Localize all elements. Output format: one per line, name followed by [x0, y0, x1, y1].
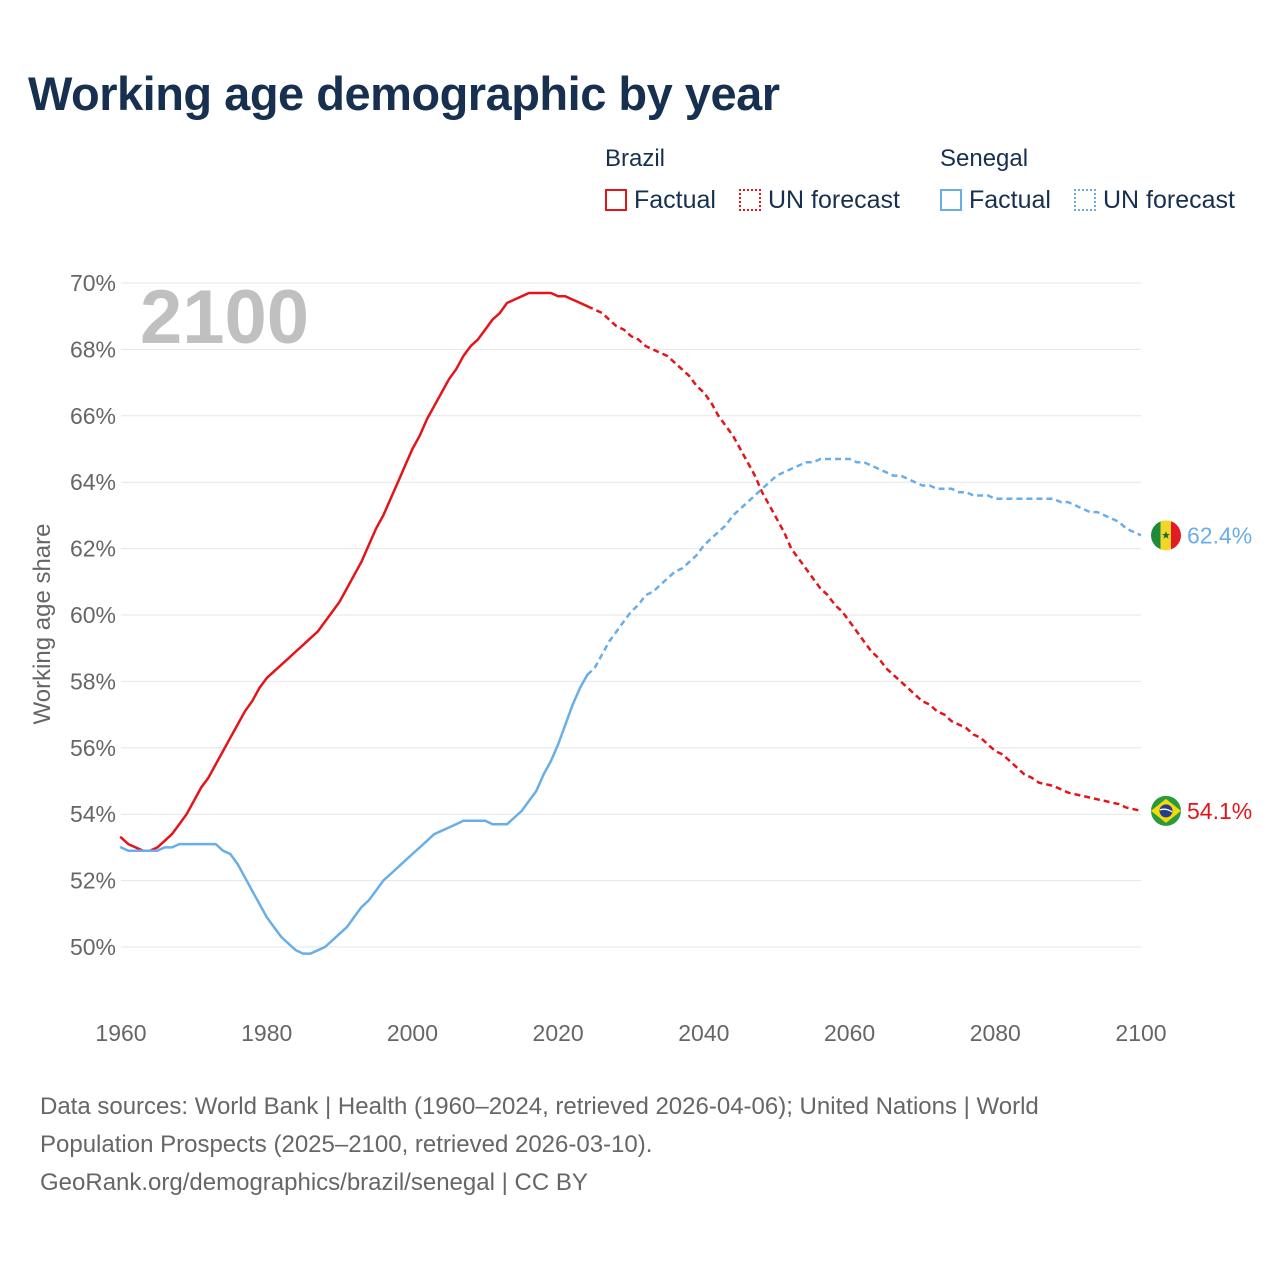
source-line: GeoRank.org/demographics/brazil/senegal …: [40, 1169, 588, 1196]
flag-body: [1151, 795, 1181, 826]
chart-title: Working age demographic by year: [28, 67, 780, 120]
y-tick-label: 66%: [70, 403, 116, 429]
legend-label: Factual: [634, 185, 716, 214]
x-tick-label: 2100: [1115, 1020, 1166, 1046]
x-tick-label: 1980: [241, 1020, 292, 1046]
legend-brazil-forecast[interactable]: UN forecast: [739, 186, 900, 214]
y-tick-label: 50%: [70, 934, 116, 960]
end-label-brazil: 54.1%: [1187, 798, 1252, 824]
flag-body: [1151, 520, 1181, 551]
legend-label: Factual: [969, 185, 1051, 214]
legend-swatch-senegal-forecast: [1074, 189, 1096, 211]
y-tick-label: 70%: [70, 270, 116, 296]
legend-label: UN forecast: [768, 185, 900, 214]
y-tick-label: 62%: [70, 536, 116, 562]
x-tick-label: 2040: [678, 1020, 729, 1046]
flag-star: [1162, 531, 1170, 539]
line-chart: 50% 52% 54% 56% 58% 60% 62% 64% 66% 68% 70% 1960 198…: [29, 270, 1252, 1046]
series-line-senegal-forecast: [586, 457, 1142, 676]
legend-label: UN forecast: [1103, 185, 1235, 214]
x-tick-label: 2020: [533, 1020, 584, 1046]
y-tick-label: 56%: [70, 735, 116, 761]
x-tick-label: 1960: [95, 1020, 146, 1046]
senegal-flag: [1151, 520, 1181, 551]
source-line: Data sources: World Bank | Health (1960–…: [40, 1093, 1039, 1120]
year-watermark: 2100: [140, 275, 309, 360]
legend-senegal-factual[interactable]: Factual: [940, 186, 1051, 214]
y-tick-label: 64%: [70, 469, 116, 495]
legend-group-senegal: Senegal: [940, 145, 1029, 172]
y-tick-label: 58%: [70, 668, 116, 694]
legend-brazil-factual[interactable]: Factual: [605, 186, 716, 214]
brazil-flag: [1151, 795, 1181, 826]
flag-band: [1159, 808, 1173, 813]
legend-senegal-forecast[interactable]: UN forecast: [1074, 186, 1235, 214]
x-tick-label: 2000: [387, 1020, 438, 1046]
series-line-brazil-factual: [119, 291, 589, 852]
x-tick-label: 2060: [824, 1020, 875, 1046]
legend-swatch-senegal-factual: [940, 189, 962, 211]
series-line-senegal-factual: [119, 673, 589, 955]
end-label-senegal: 62.4%: [1187, 522, 1252, 548]
y-tick-label: 68%: [70, 336, 116, 362]
footer-source: Data sources: World Bank | Health (1960–…: [40, 1088, 1240, 1202]
x-tick-label: 2080: [970, 1020, 1021, 1046]
y-tick-label: 54%: [70, 801, 116, 827]
y-tick-label: 60%: [70, 602, 116, 628]
flag-globe: [1159, 804, 1173, 818]
y-tick-label: 52%: [70, 868, 116, 894]
series-line-brazil-forecast: [586, 305, 1142, 813]
flag-band-green: [1151, 520, 1161, 551]
legend-swatch-brazil-forecast: [739, 189, 761, 211]
legend-swatch-brazil-factual: [605, 189, 627, 211]
y-axis-title: Working age share: [29, 524, 56, 725]
legend-group-brazil: Brazil: [605, 145, 666, 172]
flag-band-red: [1171, 520, 1181, 551]
source-line: Population Prospects (2025–2100, retriev…: [40, 1131, 653, 1158]
